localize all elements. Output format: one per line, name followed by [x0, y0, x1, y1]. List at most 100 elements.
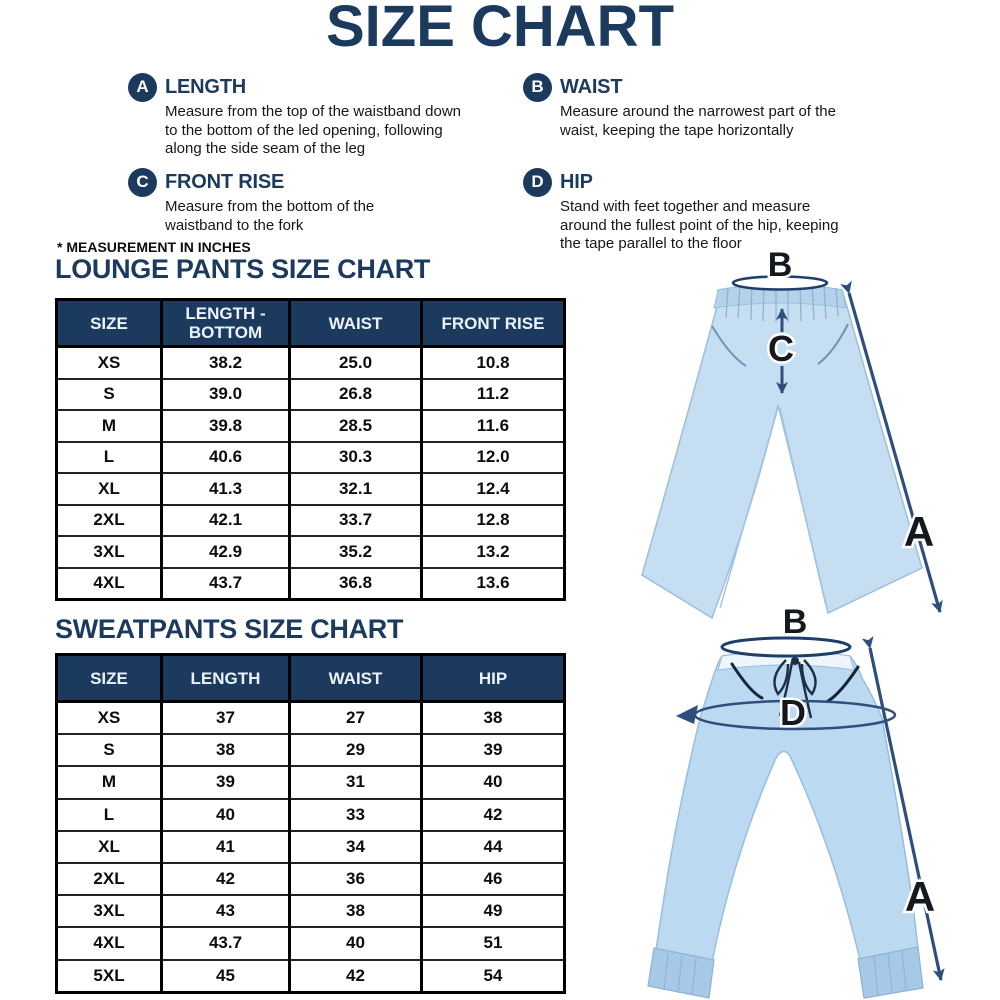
table-row: 5XL 45 42 54: [55, 958, 566, 994]
table-cell: 5XL: [55, 958, 163, 994]
table-cell: 38: [420, 700, 566, 736]
table-cell: 51: [420, 926, 566, 961]
table-cell: 41.3: [160, 472, 291, 506]
table-cell: 42: [420, 797, 566, 832]
table-cell: 11.2: [420, 377, 566, 411]
definition-waist-desc: Measure around the narrowest part of the…: [560, 103, 836, 139]
table-cell: XL: [55, 829, 163, 864]
table-cell: 41: [160, 829, 291, 864]
lounge-size-table: SIZE LENGTH - BOTTOM WAIST FRONT RISE XS…: [55, 298, 566, 601]
sweatpants-illustration: B D A: [647, 601, 945, 999]
table-cell: 4XL: [55, 926, 163, 961]
table-row: 4XL 43.7 36.8 13.6: [55, 566, 566, 601]
table-cell: M: [55, 765, 163, 800]
definition-front-rise-term: FRONT RISE: [165, 170, 285, 193]
table-cell: 13.2: [420, 535, 566, 569]
table-cell: 45: [160, 958, 291, 994]
table-cell: 12.0: [420, 440, 566, 474]
table-cell: 32.1: [288, 472, 423, 506]
table-cell: 38.2: [160, 345, 291, 380]
table-cell: 40: [160, 797, 291, 832]
table-cell: 40.6: [160, 440, 291, 474]
table-cell: L: [55, 797, 163, 832]
label-waist-b: B: [768, 248, 793, 284]
table-cell: 13.6: [420, 566, 566, 601]
sweatpants-size-table: SIZE LENGTH WAIST HIP XS 37 27 38 S 38 29 39 M 39…: [55, 653, 566, 994]
table-row: S 38 29 39: [55, 733, 566, 768]
table-cell: 28.5: [288, 409, 423, 443]
definition-front-rise-desc: Measure from the bottom of the waistband…: [165, 198, 375, 234]
table-cell: 3XL: [55, 535, 163, 569]
table-cell: S: [55, 377, 163, 411]
table-cell: 43.7: [160, 566, 291, 601]
hip-ellipse-arrowhead: [676, 705, 698, 724]
table-row: M 39 31 40: [55, 765, 566, 800]
definition-front-rise-header: C FRONT RISE: [128, 167, 438, 197]
letter-b-badge: B: [523, 72, 552, 102]
lounge-table-body: XS 38.2 25.0 10.8 S 39.0 26.8 11.2 M 39.8 28.5 11.6…: [55, 345, 566, 601]
table-row: S 39.0 26.8 11.2: [55, 377, 566, 411]
inseam-line-left: [719, 407, 779, 609]
table-row: 2XL 42 36 46: [55, 861, 566, 897]
page-title: SIZE CHART: [326, 0, 674, 59]
length-arrow: [840, 280, 943, 613]
letter-d-badge: D: [523, 167, 552, 197]
ankle-cuffs: [647, 946, 924, 999]
definition-waist-header: B WAIST: [523, 72, 913, 102]
letter-c-badge: C: [128, 167, 157, 197]
definition-front-rise: C FRONT RISE Measure from the bottom of …: [128, 167, 438, 235]
pocket-left: [711, 325, 747, 367]
table-cell: XS: [55, 345, 163, 380]
table-row: 3XL 43 38 49: [55, 894, 566, 929]
table-cell: 36: [288, 861, 423, 897]
table-row: 3XL 42.9 35.2 13.2: [55, 535, 566, 569]
label-length-a: A: [905, 873, 935, 920]
label-waist-b: B: [783, 603, 808, 641]
inseam-line-right: [779, 407, 827, 607]
lounge-table-title: LOUNGE PANTS SIZE CHART: [55, 254, 431, 284]
column-header-length-bottom: LENGTH - BOTTOM: [160, 298, 291, 348]
label-front-rise-c: C: [768, 328, 794, 369]
table-cell: 38: [160, 733, 291, 768]
column-header-waist: WAIST: [288, 298, 423, 348]
sweatpants-table-body: XS 37 27 38 S 38 29 39 M 39 31 40 L 40 33 42 XL 41 34 44 2XL…: [55, 700, 566, 994]
table-row: XL 41 34 44: [55, 829, 566, 864]
definition-hip-desc: Stand with feet together and measure aro…: [560, 198, 839, 252]
drawstring: [773, 657, 817, 719]
table-cell: XL: [55, 472, 163, 506]
table-cell: M: [55, 409, 163, 443]
definition-waist: B WAIST Measure around the narrowest par…: [523, 72, 913, 140]
table-cell: 43: [160, 894, 291, 929]
column-header-front-rise: FRONT RISE: [420, 298, 566, 348]
sweatpants-table-title: SWEATPANTS SIZE CHART: [55, 614, 404, 644]
table-cell: 49: [420, 894, 566, 929]
table-cell: 31: [288, 765, 423, 800]
table-cell: 12.8: [420, 503, 566, 537]
table-cell: 29: [288, 733, 423, 768]
table-cell: 39: [420, 733, 566, 768]
column-header-waist: WAIST: [288, 653, 423, 703]
table-cell: 27: [288, 700, 423, 736]
table-cell: 43.7: [160, 926, 291, 961]
column-header-size: SIZE: [55, 298, 163, 348]
definition-waist-term: WAIST: [560, 75, 623, 98]
table-cell: 40: [288, 926, 423, 961]
definition-hip: D HIP Stand with feet together and measu…: [523, 167, 913, 254]
table-cell: 39.8: [160, 409, 291, 443]
table-cell: 37: [160, 700, 291, 736]
table-cell: XS: [55, 700, 163, 736]
length-arrow: [861, 635, 945, 981]
table-cell: 39.0: [160, 377, 291, 411]
table-cell: 3XL: [55, 894, 163, 929]
table-row: L 40 33 42: [55, 797, 566, 832]
label-hip-d: D: [780, 692, 806, 733]
table-cell: 12.4: [420, 472, 566, 506]
table-cell: 34: [288, 829, 423, 864]
definition-hip-term: HIP: [560, 170, 593, 193]
table-cell: 54: [420, 958, 566, 994]
table-cell: 26.8: [288, 377, 423, 411]
table-cell: 42: [160, 861, 291, 897]
table-cell: 2XL: [55, 503, 163, 537]
table-row: 2XL 42.1 33.7 12.8: [55, 503, 566, 537]
column-header-length: LENGTH: [160, 653, 291, 703]
